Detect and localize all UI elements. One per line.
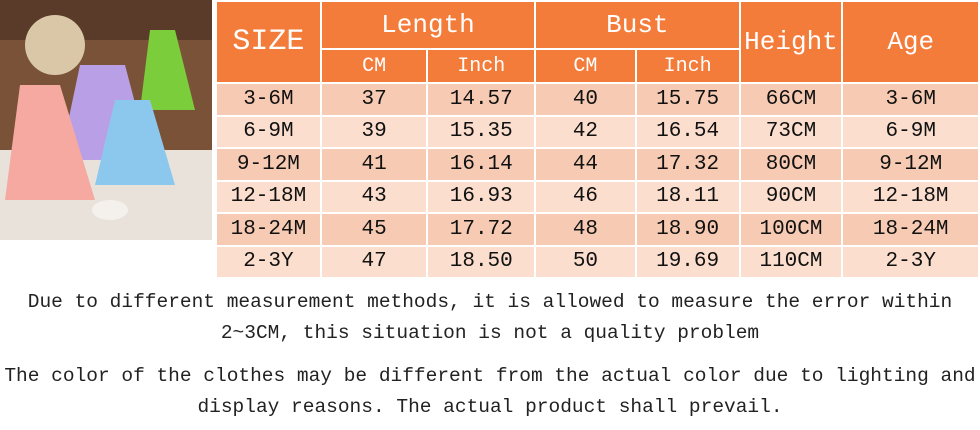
table-cell: 90CM bbox=[738, 179, 844, 214]
table-cell: 48 bbox=[534, 212, 637, 247]
table-cell: 6-9M bbox=[215, 114, 322, 149]
table-cell: 66CM bbox=[738, 82, 844, 117]
table-cell: 3-6M bbox=[841, 82, 980, 117]
table-cell: 2-3Y bbox=[841, 244, 980, 279]
table-cell: 12-18M bbox=[215, 179, 322, 214]
table-cell: 18.11 bbox=[634, 179, 741, 214]
subheader-cell: Inch bbox=[426, 48, 537, 84]
header-cell: Age bbox=[841, 0, 980, 84]
table-cell: 19.69 bbox=[634, 244, 741, 279]
table-cell: 44 bbox=[534, 147, 637, 182]
table-cell: 6-9M bbox=[841, 114, 980, 149]
table-row: 3-6M 37 14.57 40 15.75 66CM 3-6M bbox=[215, 82, 980, 117]
note: The color of the clothes may be differen… bbox=[4, 365, 976, 418]
table-cell: 37 bbox=[319, 82, 429, 117]
table-cell: 47 bbox=[319, 244, 429, 279]
table-cell: 18-24M bbox=[841, 212, 980, 247]
table-cell: 2-3Y bbox=[215, 244, 322, 279]
header-cell: Length bbox=[319, 0, 537, 50]
header-cell: SIZE bbox=[215, 0, 322, 84]
table-cell: 100CM bbox=[738, 212, 844, 247]
table-cell: 73CM bbox=[738, 114, 844, 149]
table-row: 2-3Y 47 18.50 50 19.69 110CM 2-3Y bbox=[215, 244, 980, 279]
table-cell: 9-12M bbox=[841, 147, 980, 182]
table-row: 12-18M 43 16.93 46 18.11 90CM 12-18M bbox=[215, 179, 980, 214]
table-cell: 15.35 bbox=[426, 114, 537, 149]
header-cell: Height bbox=[738, 0, 844, 84]
subheader-cell: Inch bbox=[634, 48, 741, 84]
product-photo bbox=[0, 0, 212, 240]
table-cell: 40 bbox=[534, 82, 637, 117]
subheader-cell: CM bbox=[534, 48, 637, 84]
table-cell: 16.54 bbox=[634, 114, 741, 149]
table-cell: 50 bbox=[534, 244, 637, 279]
table-cell: 110CM bbox=[738, 244, 844, 279]
header-cell: Bust bbox=[534, 0, 741, 50]
table-cell: 39 bbox=[319, 114, 429, 149]
table-cell: 3-6M bbox=[215, 82, 322, 117]
table-cell: 42 bbox=[534, 114, 637, 149]
table-cell: 9-12M bbox=[215, 147, 322, 182]
table-cell: 17.32 bbox=[634, 147, 741, 182]
table-cell: 12-18M bbox=[841, 179, 980, 214]
table-cell: 17.72 bbox=[426, 212, 537, 247]
table-cell: 18.50 bbox=[426, 244, 537, 279]
table-cell: 45 bbox=[319, 212, 429, 247]
note: Due to different measurement methods, it… bbox=[27, 291, 953, 344]
table-cell: 18.90 bbox=[634, 212, 741, 247]
table-cell: 15.75 bbox=[634, 82, 741, 117]
subheader-cell: CM bbox=[319, 48, 429, 84]
table-cell: 43 bbox=[319, 179, 429, 214]
table-cell: 80CM bbox=[738, 147, 844, 182]
table-cell: 41 bbox=[319, 147, 429, 182]
table-cell: 18-24M bbox=[215, 212, 322, 247]
table-cell: 16.14 bbox=[426, 147, 537, 182]
table-row: 6-9M 39 15.35 42 16.54 73CM 6-9M bbox=[215, 114, 980, 149]
table-row: 18-24M 45 17.72 48 18.90 100CM 18-24M bbox=[215, 212, 980, 247]
table-cell: 14.57 bbox=[426, 82, 537, 117]
table-cell: 16.93 bbox=[426, 179, 537, 214]
size-table: SIZE Length Bust Height Age CM Inch CM I… bbox=[215, 0, 980, 279]
table-cell: 46 bbox=[534, 179, 637, 214]
table-row: 9-12M 41 16.14 44 17.32 80CM 9-12M bbox=[215, 147, 980, 182]
